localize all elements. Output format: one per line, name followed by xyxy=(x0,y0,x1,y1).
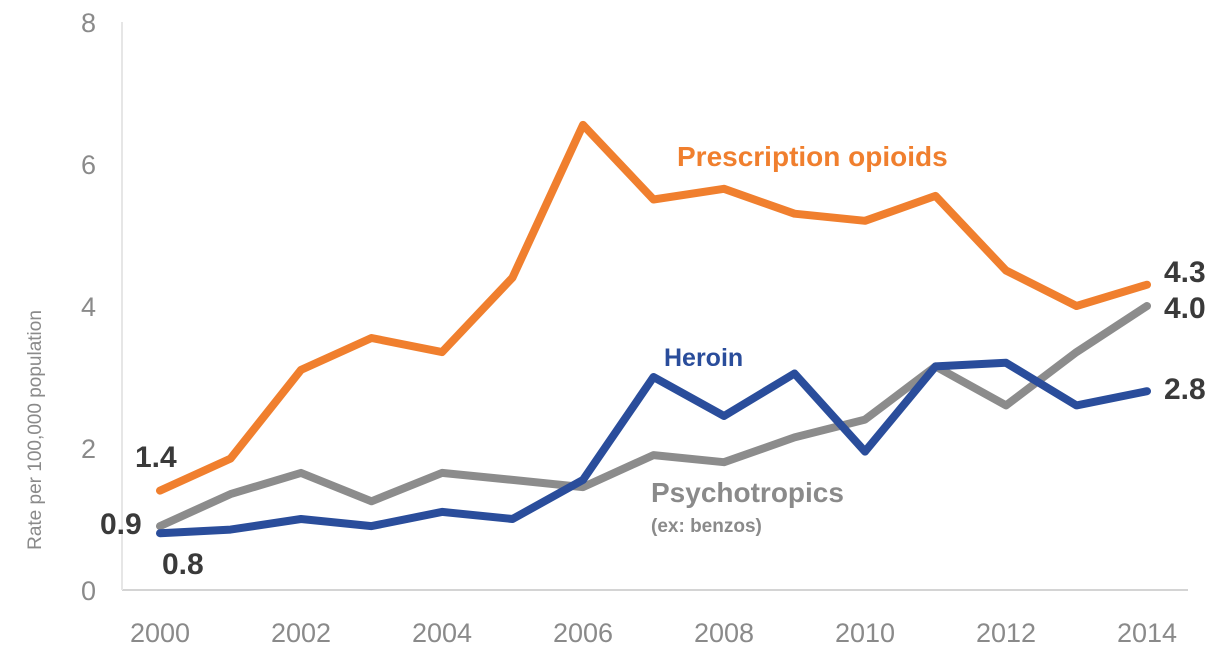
x-tick-label: 2000 xyxy=(130,618,190,645)
x-tick-label: 2002 xyxy=(271,618,331,645)
series-label-heroin: Heroin xyxy=(664,344,743,372)
series-line-psychotropics xyxy=(156,302,1151,531)
y-tick-label: 0 xyxy=(81,576,96,606)
y-tick-labels: 0 2 4 6 8 xyxy=(81,8,96,606)
y-tick-label: 6 xyxy=(81,150,96,180)
end-label-heroin: 2.8 xyxy=(1164,373,1206,406)
y-tick-label: 8 xyxy=(81,8,96,38)
series-label-prescription-opioids: Prescription opioids xyxy=(677,141,948,172)
x-tick-label: 2006 xyxy=(553,618,613,645)
series-line-heroin xyxy=(156,358,1151,538)
series-label-psychotropics: Psychotropics xyxy=(651,477,844,508)
end-label-prescription-opioids: 4.3 xyxy=(1164,256,1206,289)
end-label-psychotropics: 4.0 xyxy=(1164,292,1206,325)
start-label-psychotropics: 0.9 xyxy=(100,508,142,541)
y-tick-label: 2 xyxy=(81,434,96,464)
start-label-heroin: 0.8 xyxy=(162,548,204,581)
y-tick-label: 4 xyxy=(81,292,96,322)
y-axis-label: Rate per 100,000 population xyxy=(25,310,46,550)
series-sublabel-psychotropics: (ex: benzos) xyxy=(651,516,762,537)
series-line-prescription-opioids xyxy=(156,120,1151,495)
x-tick-label: 2012 xyxy=(976,618,1036,645)
series-lines xyxy=(156,120,1151,538)
x-tick-label: 2014 xyxy=(1117,618,1177,645)
x-tick-label: 2008 xyxy=(694,618,754,645)
x-tick-labels: 2000 2002 2004 2006 2008 2010 2012 2014 xyxy=(130,618,1177,645)
x-tick-label: 2010 xyxy=(835,618,895,645)
x-tick-label: 2004 xyxy=(412,618,472,645)
start-label-prescription-opioids: 1.4 xyxy=(135,441,177,474)
